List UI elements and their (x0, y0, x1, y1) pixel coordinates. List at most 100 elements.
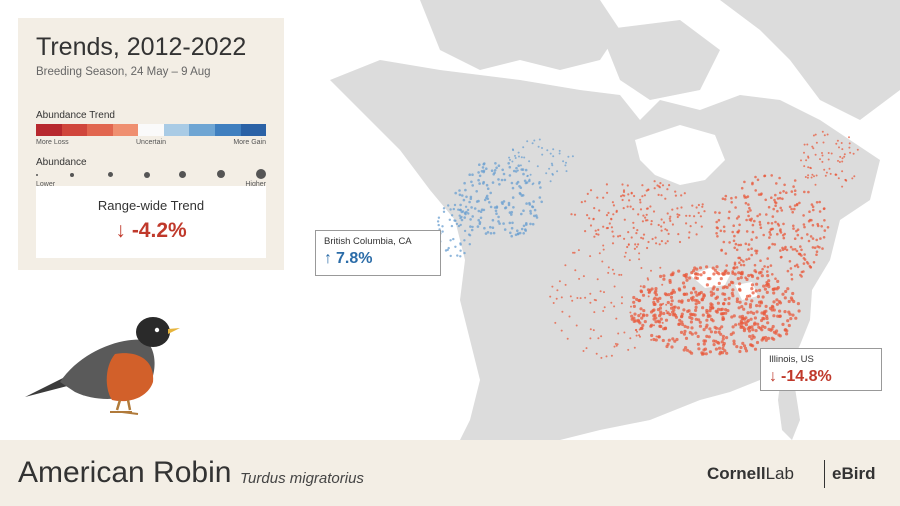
trend-point (678, 318, 682, 322)
trend-point (738, 300, 742, 304)
trend-point (727, 283, 732, 287)
trend-point (517, 232, 520, 235)
trend-point (802, 270, 805, 273)
trend-point (731, 288, 735, 292)
arctic-islands (420, 0, 620, 70)
trend-point (541, 147, 543, 149)
trend-point (765, 281, 768, 284)
trend-point (639, 198, 642, 201)
trend-point (514, 233, 518, 237)
trend-point (589, 337, 592, 340)
logo-divider (824, 460, 825, 488)
trend-point (708, 350, 713, 354)
trend-point (607, 271, 610, 274)
trend-point (823, 134, 826, 137)
trend-point (789, 267, 793, 270)
trend-point (779, 191, 782, 195)
trend-point (478, 222, 482, 226)
trend-point (789, 296, 794, 300)
trend-point (772, 291, 776, 295)
trend-point (690, 326, 694, 330)
trend-point (647, 291, 650, 294)
trend-point (511, 221, 514, 225)
trend-point (635, 334, 638, 337)
trend-point (750, 238, 753, 241)
trend-point (750, 299, 754, 303)
trend-point (751, 182, 754, 186)
trend-point (724, 194, 728, 198)
trend-point (704, 325, 708, 329)
callout-trend-number: -14.8% (781, 368, 832, 385)
trend-point (627, 348, 630, 351)
trend-point (753, 316, 758, 320)
trend-point (812, 134, 815, 137)
trend-point (520, 227, 524, 231)
trend-point (779, 228, 782, 231)
trend-point (742, 260, 745, 263)
trend-point (733, 272, 737, 276)
trend-point (617, 235, 620, 238)
trend-point (749, 219, 753, 222)
trend-point (700, 352, 705, 356)
trend-point (829, 172, 832, 175)
trend-point (660, 240, 664, 243)
callout-region-name: Illinois, US (769, 354, 814, 365)
trend-point (751, 328, 755, 332)
trend-point (612, 204, 616, 207)
trend-point (678, 214, 681, 217)
trend-point (708, 327, 712, 331)
trend-point (748, 206, 751, 210)
trend-point (747, 248, 750, 251)
trend-point (720, 248, 723, 252)
trend-point (584, 230, 587, 233)
trend-point (662, 311, 666, 316)
trend-point (514, 157, 517, 159)
trend-point (748, 334, 752, 338)
trend-point (803, 190, 806, 194)
trend-point (738, 315, 742, 319)
trend-point (724, 269, 728, 273)
trend-point (622, 189, 626, 192)
trend-color-swatch (163, 124, 190, 136)
trend-point (694, 317, 698, 321)
trend-point (735, 266, 739, 269)
trend-point (533, 139, 536, 142)
trend-point (733, 263, 737, 266)
trend-point (670, 345, 674, 349)
trend-point (732, 224, 735, 227)
trend-point (485, 167, 488, 170)
trend-point (670, 299, 674, 303)
trend-point (849, 151, 852, 154)
trend-point (560, 329, 563, 332)
trend-point (764, 338, 768, 342)
trend-point (730, 201, 733, 204)
trend-point (560, 296, 563, 299)
trend-point (721, 272, 725, 276)
trend-point (760, 274, 764, 278)
callout-british-columbia: British Columbia, CA ↑ 7.8% (315, 230, 441, 276)
trend-point (627, 193, 630, 196)
trend-point (705, 334, 709, 338)
trend-point (660, 225, 663, 228)
trend-point (595, 232, 598, 236)
trend-point (650, 220, 653, 223)
trend-point (520, 212, 523, 216)
trend-point (718, 211, 721, 215)
trend-point (654, 236, 657, 239)
trend-point (790, 207, 793, 211)
trend-color-swatch (87, 124, 113, 136)
trend-point (641, 220, 645, 223)
trend-point (436, 220, 440, 223)
decline-points (549, 130, 859, 359)
trend-point (840, 142, 843, 144)
trend-point (761, 267, 764, 271)
ebird-logo: eBird (832, 464, 876, 483)
trend-point (787, 299, 791, 304)
trend-point (645, 313, 649, 317)
trend-point (685, 348, 690, 352)
trend-point (822, 236, 826, 239)
trend-point (776, 197, 780, 200)
trend-point (702, 328, 706, 332)
trend-point (758, 271, 762, 275)
trend-point (467, 212, 470, 215)
